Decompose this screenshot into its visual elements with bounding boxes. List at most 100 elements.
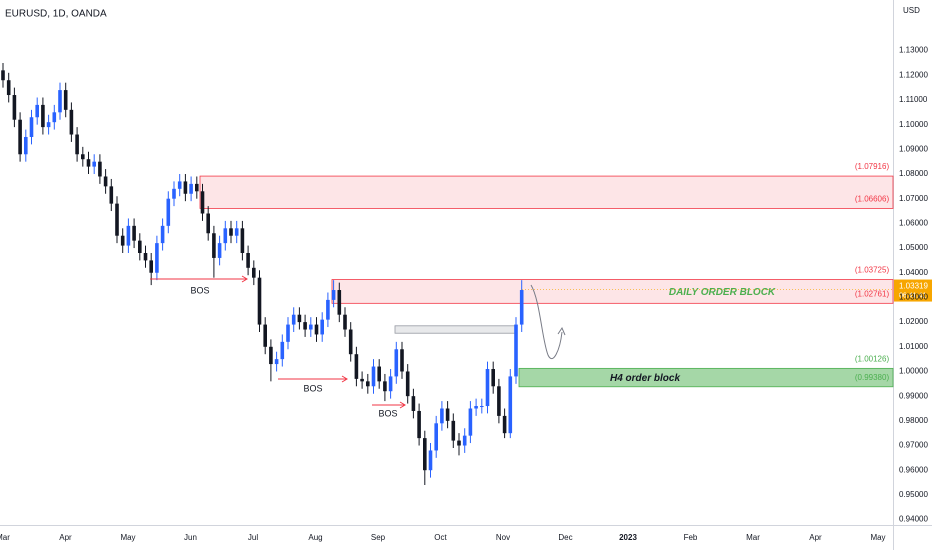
y-tick-label: 1.00000 — [899, 367, 928, 376]
y-tick-label: 1.07000 — [899, 194, 928, 203]
candle-body — [445, 408, 450, 421]
candle-body — [280, 341, 285, 360]
candle-body — [252, 267, 256, 278]
candle-body — [1, 70, 5, 81]
candle-body — [212, 233, 216, 258]
x-tick-label: May — [120, 533, 135, 542]
y-tick-label: 1.08000 — [899, 169, 928, 178]
candle-body — [269, 346, 273, 365]
candle-body — [502, 415, 507, 434]
x-tick-label: Jul — [248, 533, 258, 542]
candle-body — [189, 183, 193, 194]
zone — [331, 279, 894, 304]
candle-body — [143, 252, 148, 261]
zone-price-label: (0.99380) — [855, 373, 890, 382]
candle-body — [24, 136, 28, 155]
candle-body — [377, 366, 381, 382]
candle-body — [360, 378, 364, 382]
y-tick-label: 0.94000 — [899, 515, 928, 524]
candle-body — [514, 324, 518, 377]
y-tick-label: 1.11000 — [899, 95, 928, 104]
y-tick-label: 1.01000 — [899, 342, 928, 351]
zone-label: DAILY ORDER BLOCK — [669, 287, 776, 298]
candle-body — [303, 322, 307, 330]
candle-body — [274, 359, 279, 365]
zone — [199, 175, 894, 209]
candle-body — [177, 181, 182, 189]
candle-body — [103, 176, 108, 187]
candle-body — [497, 386, 501, 416]
candle-body — [434, 423, 438, 451]
candle-body — [468, 408, 473, 436]
candle-body — [172, 188, 176, 199]
candle-body — [223, 228, 228, 244]
candle-body — [138, 240, 142, 253]
candle-body — [81, 154, 85, 160]
candle-body — [200, 191, 205, 214]
candle-body — [383, 381, 387, 392]
x-tick-label: Mar — [0, 533, 10, 542]
candle-body — [291, 314, 296, 325]
bos-arrow-head — [241, 275, 248, 283]
zones — [199, 175, 894, 388]
x-tick-label: Nov — [496, 533, 510, 542]
zone — [394, 325, 518, 334]
zone-price-label: (1.02761) — [855, 289, 890, 298]
candle-body — [18, 119, 22, 155]
candle-body — [417, 410, 421, 439]
candles — [1, 62, 524, 486]
candle-body — [58, 90, 62, 113]
candle-body — [263, 324, 267, 347]
candle-body — [120, 235, 125, 246]
y-tick-label: 1.03000 — [899, 293, 928, 302]
candle-body — [371, 366, 376, 387]
x-tick-label: Feb — [684, 533, 698, 542]
candle-body — [155, 243, 159, 273]
candle-body — [149, 260, 153, 273]
candle-body — [217, 243, 222, 258]
bos-arrow-head — [341, 375, 348, 383]
x-tick-label: Mar — [746, 533, 760, 542]
candle-body — [485, 369, 490, 407]
candle-body — [92, 161, 96, 167]
candle-body — [35, 104, 39, 118]
candle-body — [246, 252, 250, 268]
y-tick-label: 0.95000 — [899, 490, 928, 499]
candle-body — [109, 186, 114, 204]
bos-label: BOS — [303, 383, 322, 393]
candle-body — [160, 225, 165, 244]
candle-body — [115, 203, 119, 236]
candle-body — [400, 349, 404, 372]
candle-body — [12, 95, 17, 120]
candle-body — [423, 438, 427, 471]
x-tick-label: Aug — [308, 533, 322, 542]
candle-body — [411, 396, 416, 411]
zone — [518, 367, 894, 388]
y-tick-label: 1.06000 — [899, 218, 928, 227]
candle-body — [286, 324, 290, 342]
x-tick-label: 2023 — [619, 533, 637, 542]
candle-body — [46, 122, 51, 128]
zone-price-label: (1.07916) — [855, 162, 890, 171]
candle-body — [6, 80, 11, 96]
candle-body — [240, 228, 245, 253]
candle-body — [428, 450, 433, 471]
y-tick-label: 1.10000 — [899, 120, 928, 129]
zone-label: H4 order block — [610, 373, 680, 384]
candle-body — [183, 181, 188, 194]
candle-body — [474, 406, 478, 409]
candle-body — [366, 381, 370, 387]
candle-body — [132, 225, 136, 241]
y-tick-label: 1.09000 — [899, 144, 928, 153]
countdown-label: 06:41:41 — [899, 292, 926, 299]
candle-body — [234, 228, 239, 236]
zone-price-label: (1.06606) — [855, 195, 890, 204]
candle-body — [320, 319, 324, 335]
bos-label: BOS — [190, 285, 209, 295]
candle-body — [257, 277, 262, 325]
candle-body — [297, 314, 302, 323]
candle-body — [519, 290, 524, 325]
